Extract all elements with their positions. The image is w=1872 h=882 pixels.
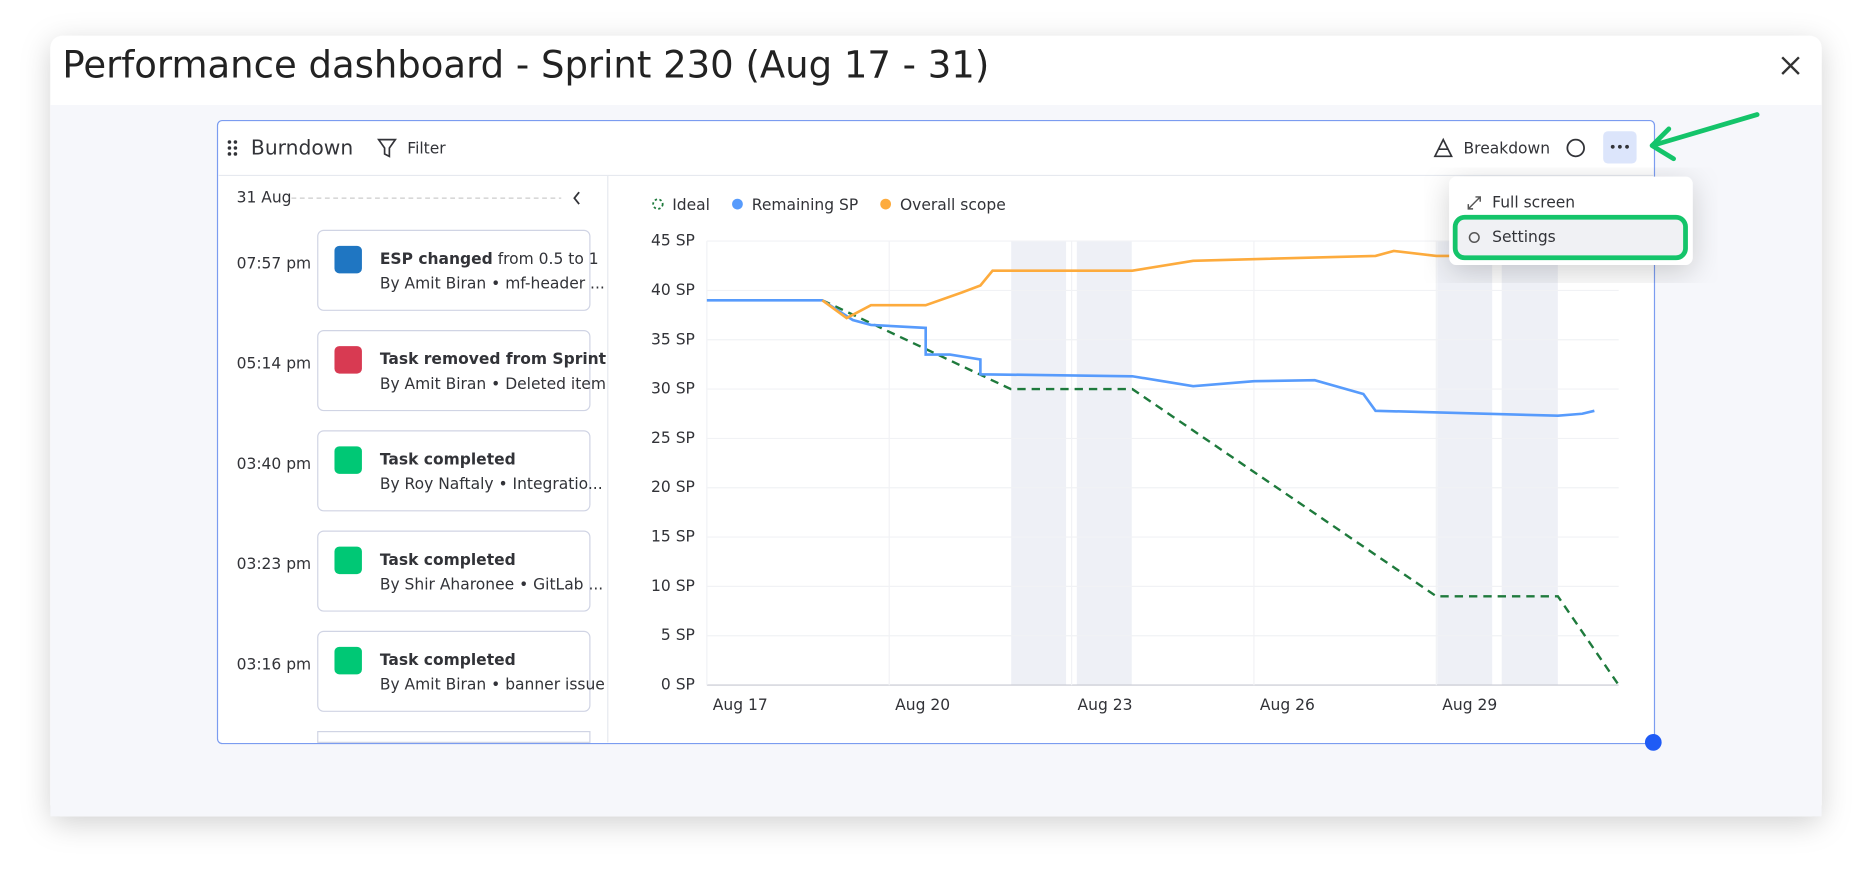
activity-subtitle: By Amit Biran • mf-header ...: [380, 275, 605, 293]
activity-icon: [334, 346, 362, 374]
weekend-band: [1011, 241, 1067, 686]
y-tick-label: 20 SP: [651, 478, 695, 496]
weekend-band: [1437, 241, 1493, 686]
activity-card: [317, 229, 591, 311]
more-icon: [1610, 144, 1629, 149]
activity-card: [317, 630, 591, 712]
activity-card: [317, 530, 591, 612]
close-button[interactable]: [1781, 56, 1800, 75]
activity-icon: [334, 245, 362, 274]
y-tick-label: 25 SP: [651, 429, 695, 447]
weekend-band: [1076, 241, 1132, 686]
legend-label: Ideal: [672, 196, 710, 214]
activity-time: 03:40 pm: [237, 455, 312, 473]
weekend-band: [1501, 241, 1558, 686]
x-tick-label: Aug 17: [713, 696, 768, 714]
menu-item[interactable]: Full screen: [1492, 193, 1575, 211]
updates-button[interactable]: [1566, 138, 1585, 158]
legend-swatch: [652, 198, 664, 210]
activity-title-rest: from 0.5 to 1: [493, 249, 599, 267]
legend-label: Remaining SP: [752, 196, 858, 214]
legend-swatch: [732, 198, 743, 210]
menu-item-highlight[interactable]: [1452, 214, 1688, 261]
activity-subtitle: By Shir Aharonee • GitLab ...: [380, 575, 603, 593]
activity-title-bold: Task completed: [380, 550, 516, 568]
settings-icon: [1468, 231, 1480, 244]
breakdown-button[interactable]: Breakdown: [1464, 140, 1551, 158]
activity-title: Task completed: [380, 550, 516, 568]
activity-time: 03:23 pm: [237, 555, 312, 573]
filter-button[interactable]: Filter: [407, 140, 446, 158]
activity-card: [317, 731, 591, 743]
annotation-arrow: [1649, 112, 1760, 162]
activity-icon: [334, 546, 362, 575]
activity-time: 05:14 pm: [237, 355, 312, 373]
activity-time: 07:57 pm: [237, 254, 312, 272]
x-tick-label: Aug 23: [1078, 696, 1133, 714]
x-tick-label: Aug 20: [895, 696, 950, 714]
drag-handle[interactable]: [227, 140, 238, 156]
activity-title-bold: ESP changed: [380, 249, 493, 267]
y-tick-label: 15 SP: [651, 528, 695, 546]
activity-subtitle: By Amit Biran • banner issue: [380, 676, 605, 694]
filter-icon: [377, 138, 397, 158]
chart: 0 SP 5 SP 10 SP 15 SP 20 SP 25 SP 30 SP 35 SP 40…: [651, 196, 1620, 714]
activity-time: 03:16 pm: [237, 655, 312, 673]
activity-card: [317, 330, 591, 412]
menu-item[interactable]: Settings: [1492, 228, 1556, 246]
widget-title: Burndown: [251, 136, 353, 160]
x-tick-label: Aug 29: [1442, 696, 1497, 714]
series-line: [821, 249, 1595, 320]
dialog-title: Performance dashboard - Sprint 230 (Aug …: [62, 43, 989, 86]
activity-date: 31 Aug: [237, 189, 292, 207]
activity-title-bold: Task removed from Sprint: [380, 350, 607, 368]
resize-handle[interactable]: [1644, 734, 1662, 751]
collapse-button[interactable]: [573, 191, 580, 205]
activity-subtitle: By Roy Naftaly • Integratio...: [380, 475, 603, 493]
y-tick-label: 0 SP: [661, 676, 695, 694]
activity-title-bold: Task completed: [380, 450, 516, 468]
y-tick-label: 5 SP: [661, 626, 695, 644]
legend-swatch: [880, 198, 892, 210]
activity-title: Task completed: [380, 651, 516, 669]
breakdown-icon: [1433, 137, 1453, 158]
activity-list: 07:57 pm ESP changed from 0.5 to 1 By Amit…: [237, 229, 607, 743]
activity-icon: [334, 446, 362, 474]
y-tick-label: 30 SP: [651, 380, 695, 398]
activity-subtitle: By Amit Biran • Deleted item: [380, 375, 606, 393]
activity-title: Task completed: [380, 450, 516, 468]
y-tick-label: 10 SP: [651, 577, 695, 595]
activity-title: Task removed from Sprint: [380, 350, 607, 368]
legend-label: Overall scope: [900, 196, 1006, 214]
y-tick-label: 40 SP: [651, 281, 695, 299]
activity-title-bold: Task completed: [380, 651, 516, 669]
x-tick-label: Aug 26: [1260, 696, 1315, 714]
fullscreen-icon: [1467, 196, 1481, 210]
y-tick-label: 45 SP: [651, 232, 695, 250]
activity-icon: [334, 646, 362, 675]
activity-title: ESP changed from 0.5 to 1: [380, 249, 599, 267]
activity-card: [317, 430, 591, 512]
y-tick-label: 35 SP: [651, 330, 695, 348]
series-line: [706, 298, 1595, 418]
